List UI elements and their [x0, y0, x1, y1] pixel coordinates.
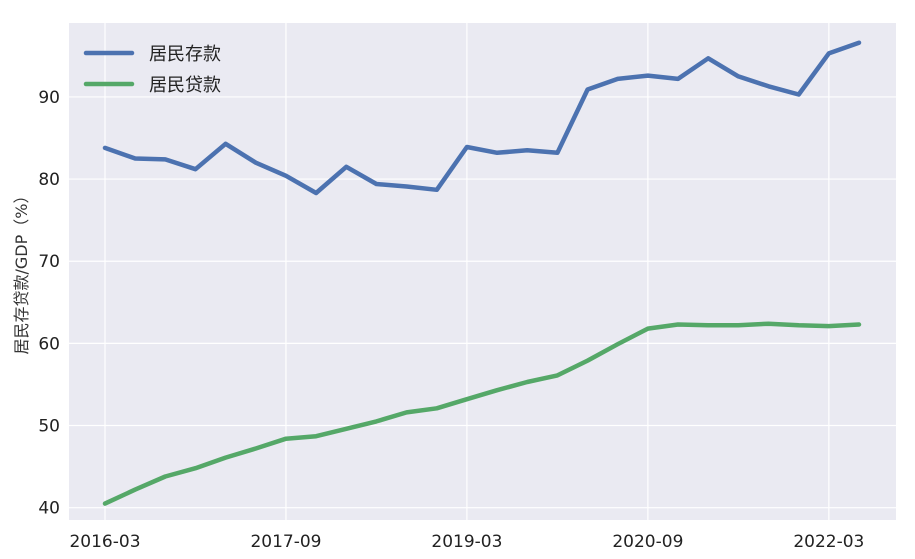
x-tick-label: 2022-03: [793, 532, 864, 552]
series-line-loans: [102, 321, 862, 506]
x-tick-labels: 2016-03 2017-09 2019-03 2020-09 2022-03: [69, 532, 864, 552]
y-tick-label: 80: [38, 170, 60, 190]
series-line-deposits: [102, 40, 862, 196]
y-tick-label: 70: [38, 252, 60, 272]
y-gridlines: [69, 96, 896, 509]
plot-area: [69, 23, 896, 520]
legend-label-deposits: 居民存款: [149, 44, 221, 65]
x-tick-label: 2017-09: [250, 532, 321, 552]
y-tick-label: 90: [38, 88, 60, 108]
y-tick-label: 60: [38, 334, 60, 354]
legend: 居民存款 居民贷款: [83, 44, 221, 96]
y-tick-label: 50: [38, 417, 60, 437]
y-tick-label: 40: [38, 499, 60, 519]
x-tick-label: 2019-03: [431, 532, 502, 552]
y-tick-labels: 40 50 60 70 80 90: [38, 88, 60, 519]
x-tick-label: 2016-03: [69, 532, 140, 552]
x-tick-label: 2020-09: [612, 532, 683, 552]
series-lines: [102, 40, 862, 506]
legend-label-loans: 居民贷款: [149, 75, 221, 96]
y-axis-label: 居民存贷款/GDP（%）: [12, 188, 31, 355]
